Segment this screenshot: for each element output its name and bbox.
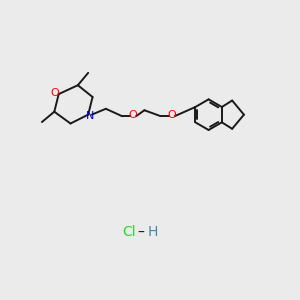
Text: Cl: Cl [122,225,136,239]
Text: N: N [85,111,94,121]
Text: O: O [167,110,176,120]
Text: H: H [147,225,158,239]
Text: O: O [129,110,138,120]
Text: O: O [51,88,60,98]
Text: –: – [138,225,145,239]
